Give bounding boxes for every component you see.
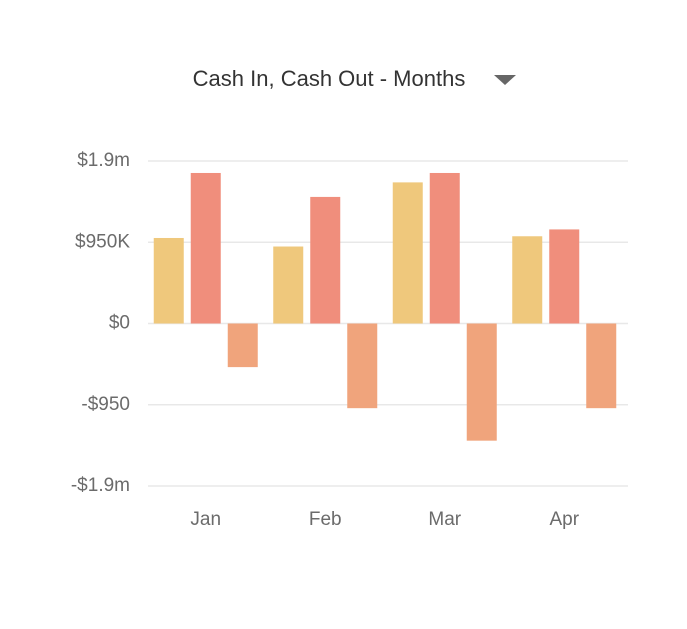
- bar: [392, 182, 423, 324]
- y-tick-label: $1.9m: [77, 150, 130, 171]
- bar: [347, 323, 378, 409]
- y-tick-label: $0: [109, 313, 130, 334]
- x-tick-label: Mar: [428, 509, 461, 530]
- title-dropdown[interactable]: Cash In, Cash Out - Months: [193, 66, 516, 91]
- bar: [466, 323, 497, 441]
- y-tick-label: $950K: [75, 231, 130, 252]
- x-tick-label: Feb: [309, 509, 342, 530]
- bar: [310, 196, 341, 324]
- x-tick-label: Jan: [190, 509, 221, 530]
- y-tick-label: -$1.9m: [71, 475, 130, 496]
- bar: [227, 323, 258, 368]
- bar: [512, 236, 543, 324]
- bar: [190, 172, 221, 324]
- bar: [429, 172, 460, 324]
- bar: [586, 323, 617, 409]
- bar: [549, 229, 580, 324]
- bar: [153, 237, 184, 324]
- chart-title[interactable]: Cash In, Cash Out - Months: [193, 66, 466, 91]
- bar: [273, 246, 304, 324]
- y-tick-label: -$950: [81, 394, 130, 415]
- dropdown-caret[interactable]: [494, 75, 516, 85]
- x-tick-label: Apr: [549, 509, 579, 530]
